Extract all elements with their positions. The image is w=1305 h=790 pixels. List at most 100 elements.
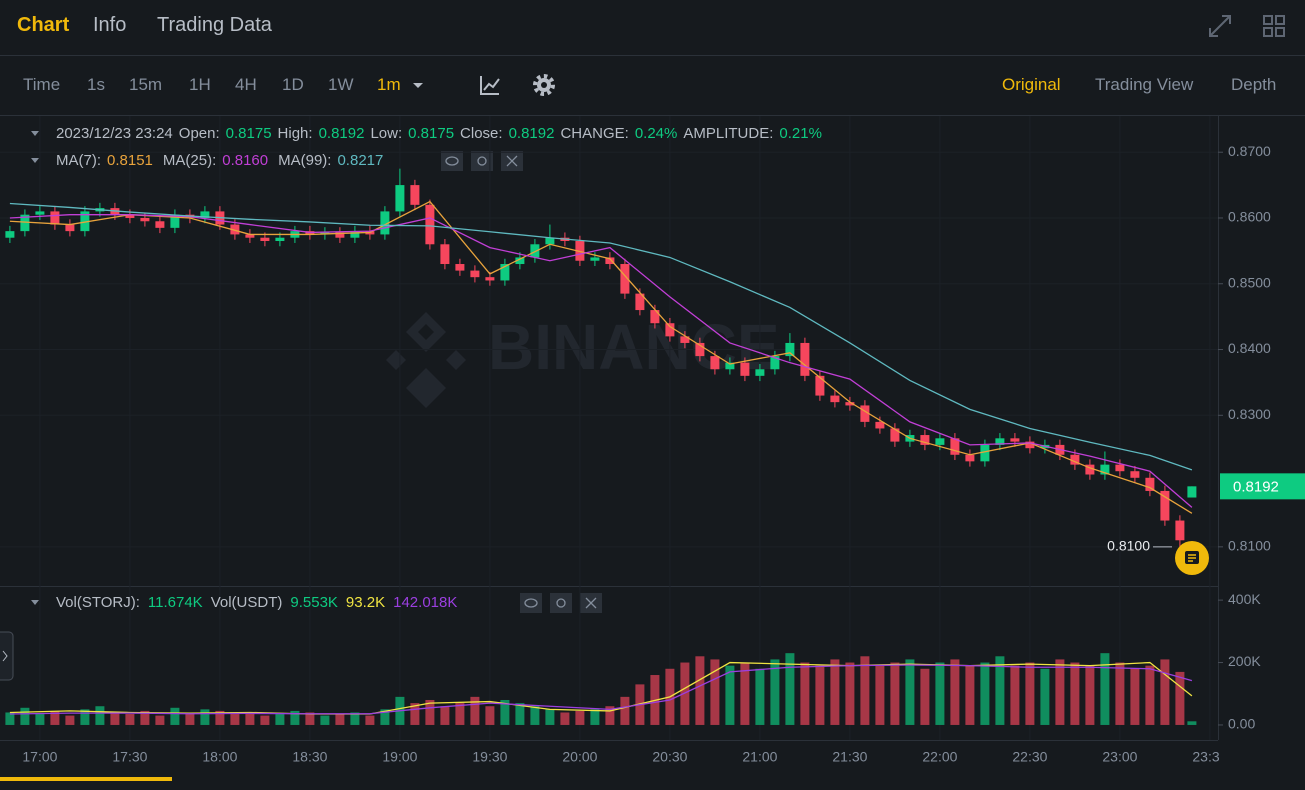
legend-value: 93.2K (346, 594, 385, 611)
order-button[interactable] (1175, 541, 1209, 575)
candle-body (680, 336, 690, 343)
settings-button[interactable] (471, 151, 493, 171)
candle-body (455, 264, 465, 271)
interval[interactable]: 1H (189, 75, 211, 94)
fullscreen-icon[interactable] (1209, 15, 1231, 37)
volume-bar (5, 712, 15, 725)
view-tab[interactable]: Trading View (1095, 75, 1194, 94)
volume-bar (755, 668, 765, 725)
ma-legend: MA(7): 0.8151 MA(25): 0.8160 MA(99): 0.8217 (56, 152, 383, 169)
volume-bar (20, 707, 30, 725)
ma-line (9, 202, 1193, 471)
candle-body (935, 438, 945, 445)
time-axis: 17:00 17:30 18:00 18:30 19:00 19:30 20:00 20:30… (22, 749, 1220, 765)
volume-bar (215, 710, 225, 725)
legend-name: MA(7): (56, 152, 101, 169)
candle-body (230, 224, 240, 235)
layout-icon[interactable] (1263, 15, 1285, 37)
candle-body (395, 185, 405, 212)
candle-body (50, 211, 60, 225)
candle-body (440, 244, 450, 265)
volume-bar (1100, 653, 1110, 725)
view-tab[interactable]: Original (1002, 75, 1061, 94)
volume-bar (1010, 665, 1020, 725)
volume-bar (785, 653, 795, 725)
candle-body (380, 211, 390, 235)
candle-body (830, 395, 840, 403)
volume-bar (545, 709, 555, 725)
collapse-arrow[interactable] (31, 158, 39, 163)
tab[interactable]: Chart (17, 14, 70, 36)
collapse-arrow[interactable] (31, 600, 39, 605)
candle-body (755, 369, 765, 376)
volume-bar (260, 715, 270, 725)
x-tick-label: 20:00 (562, 749, 597, 765)
candle-body (710, 356, 720, 370)
volume-bar (620, 696, 630, 725)
legend-value: 0.8151 (107, 152, 153, 169)
interval[interactable]: 1W (328, 75, 354, 94)
interval[interactable]: 15m (129, 75, 163, 94)
interval[interactable]: 1m (377, 75, 401, 94)
info-date: 2023/12/23 23:24 (56, 125, 173, 142)
candle-body (770, 356, 780, 370)
last-price-label: 0.8192 (1233, 478, 1279, 495)
candle-body (140, 217, 150, 222)
volume-bar (740, 662, 750, 725)
volume-bar (125, 714, 135, 725)
volume-bar (1145, 665, 1155, 725)
eye-button[interactable] (520, 593, 542, 613)
collapse-arrow[interactable] (31, 131, 39, 136)
interval[interactable]: 1D (282, 75, 304, 94)
scrollbar[interactable] (0, 777, 172, 781)
candle-body (1187, 486, 1197, 498)
tab[interactable]: Trading Data (157, 14, 272, 36)
volume-bar (290, 710, 300, 725)
candle-body (200, 211, 210, 218)
x-tick-label: 18:00 (202, 749, 237, 765)
x-tick-label: 22:30 (1012, 749, 1047, 765)
info-value: 0.8192 (319, 125, 365, 142)
interval[interactable]: 1s (87, 75, 105, 94)
volume-bar (905, 659, 915, 725)
candle-body (500, 264, 510, 281)
x-tick-label: 21:30 (832, 749, 867, 765)
candle-body (635, 293, 645, 311)
view-tab[interactable]: Depth (1231, 75, 1277, 94)
candle-body (695, 342, 705, 357)
info-label: Low: (370, 125, 402, 142)
volume-bar (65, 715, 75, 725)
watermark-logo (386, 312, 466, 408)
volume-bar (485, 706, 495, 725)
volume-bar (170, 707, 180, 725)
candle-body (170, 214, 180, 228)
ohlc-info: 2023/12/23 23:24 Open: 0.8175 High: 0.8192 Lo… (56, 125, 822, 142)
y-tick-label: 0.8600 (1228, 209, 1271, 225)
ma-line (9, 214, 1193, 508)
settings-button[interactable] (550, 593, 572, 613)
candle-body (800, 342, 810, 376)
volume-bar (440, 706, 450, 725)
dropdown-arrow[interactable] (413, 83, 423, 88)
volume-bar (980, 662, 990, 725)
volume-bar (50, 710, 60, 725)
interval-label[interactable]: Time (23, 75, 61, 94)
indicator-icon[interactable] (480, 76, 500, 95)
interval[interactable]: 4H (235, 75, 257, 94)
candle-body (1025, 441, 1035, 449)
y-tick-label: 0.8500 (1228, 274, 1271, 290)
candle-body (350, 231, 360, 238)
volume-bar (110, 712, 120, 725)
volume-bar (530, 706, 540, 725)
candle-body (275, 237, 285, 241)
candle-body (920, 435, 930, 445)
x-tick-label: 19:30 (472, 749, 507, 765)
volume-bar (380, 709, 390, 725)
tab[interactable]: Info (93, 14, 127, 36)
candle-body (620, 264, 630, 294)
settings-icon[interactable] (533, 74, 555, 96)
candle-body (1115, 464, 1125, 472)
eye-button[interactable] (441, 151, 463, 171)
x-tick-label: 17:30 (112, 749, 147, 765)
volume-bar (935, 662, 945, 725)
